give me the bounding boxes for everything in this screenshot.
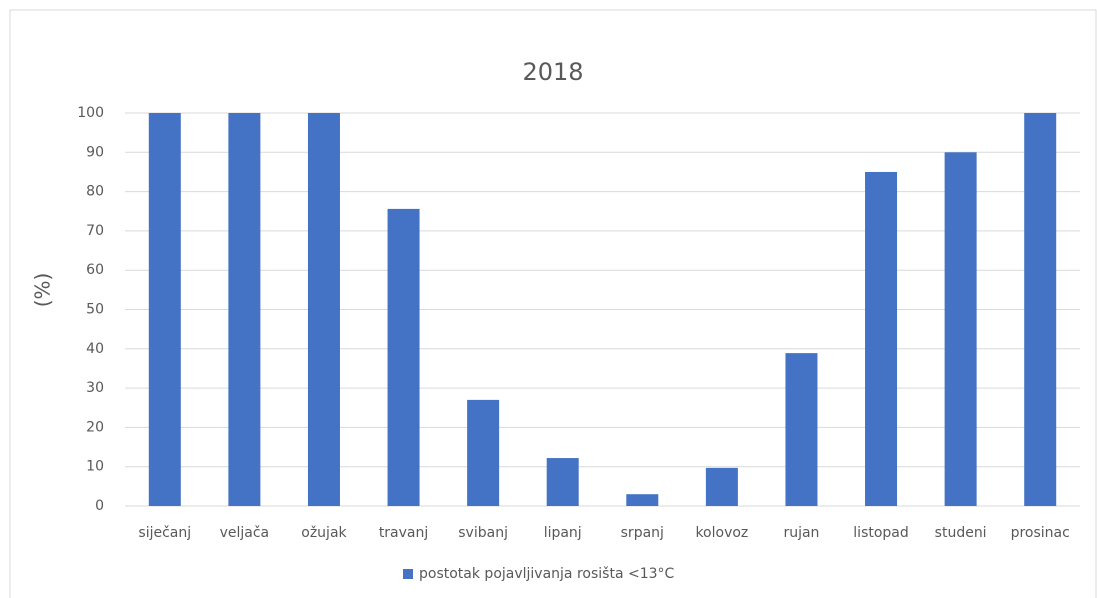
y-tick-label: 40 [86, 341, 104, 357]
x-tick-label: srpanj [621, 525, 664, 541]
x-tick-label: siječanj [138, 525, 191, 541]
chart-title: 2018 [522, 58, 583, 86]
x-tick-label: studeni [935, 525, 987, 541]
x-tick-label: listopad [853, 525, 908, 541]
bar [148, 113, 181, 506]
bar [307, 113, 340, 506]
bar [944, 152, 977, 507]
x-tick-label: kolovoz [695, 525, 748, 541]
legend-swatch [403, 569, 413, 579]
x-tick-label: veljača [220, 525, 270, 541]
x-tick-label: ožujak [301, 525, 347, 541]
bar [705, 467, 738, 506]
y-tick-label: 70 [86, 223, 104, 239]
y-axis-label: (%) [31, 273, 55, 308]
x-tick-label: travanj [379, 525, 428, 541]
x-tick-label: lipanj [544, 525, 582, 541]
y-tick-label: 10 [86, 459, 104, 475]
bar [546, 458, 579, 506]
y-tick-label: 80 [86, 184, 104, 200]
y-tick-label: 60 [86, 262, 104, 278]
y-tick-label: 0 [95, 498, 104, 514]
bar [785, 353, 818, 506]
bar [865, 171, 898, 506]
y-tick-label: 100 [77, 105, 104, 121]
x-tick-label: svibanj [458, 525, 508, 541]
y-tick-label: 20 [86, 419, 104, 435]
bar [228, 113, 261, 506]
x-tick-label: prosinac [1011, 525, 1070, 541]
y-tick-label: 50 [86, 302, 104, 318]
bar [387, 208, 420, 506]
x-tick-label: rujan [783, 525, 819, 541]
bar [1024, 113, 1057, 506]
y-tick-label: 30 [86, 380, 104, 396]
legend-label: postotak pojavljivanja rosišta <13°C [419, 566, 675, 582]
y-tick-label: 90 [86, 144, 104, 160]
bar [467, 399, 500, 506]
bar [626, 494, 659, 506]
